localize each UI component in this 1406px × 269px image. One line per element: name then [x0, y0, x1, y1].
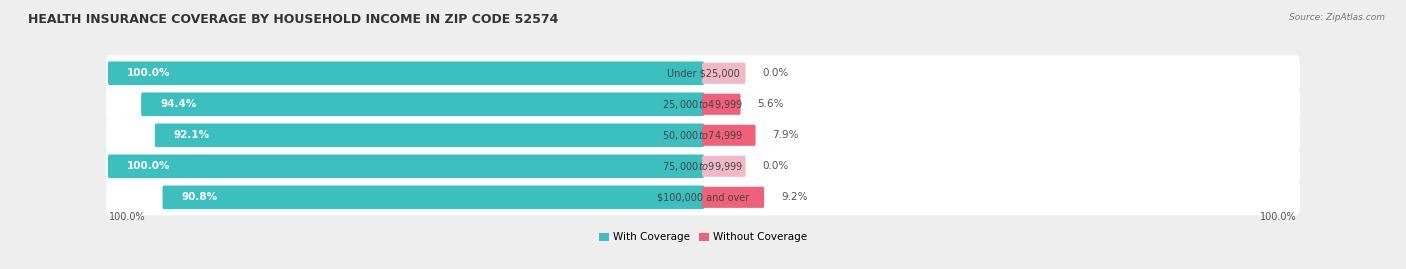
Text: 9.2%: 9.2%: [780, 192, 807, 202]
Text: 100.0%: 100.0%: [110, 213, 146, 222]
FancyBboxPatch shape: [702, 187, 763, 208]
Text: Source: ZipAtlas.com: Source: ZipAtlas.com: [1289, 13, 1385, 22]
Text: 0.0%: 0.0%: [762, 161, 789, 171]
FancyBboxPatch shape: [702, 63, 745, 84]
FancyBboxPatch shape: [105, 86, 1301, 122]
FancyBboxPatch shape: [702, 125, 755, 146]
Text: 100.0%: 100.0%: [127, 161, 170, 171]
Text: $50,000 to $74,999: $50,000 to $74,999: [662, 129, 744, 142]
FancyBboxPatch shape: [105, 148, 1301, 184]
FancyBboxPatch shape: [155, 123, 704, 147]
FancyBboxPatch shape: [163, 186, 704, 209]
FancyBboxPatch shape: [108, 154, 704, 178]
Text: 94.4%: 94.4%: [160, 99, 197, 109]
Text: $25,000 to $49,999: $25,000 to $49,999: [662, 98, 744, 111]
FancyBboxPatch shape: [105, 55, 1301, 91]
Text: $100,000 and over: $100,000 and over: [657, 192, 749, 202]
FancyBboxPatch shape: [105, 117, 1301, 153]
Text: $75,000 to $99,999: $75,000 to $99,999: [662, 160, 744, 173]
Text: HEALTH INSURANCE COVERAGE BY HOUSEHOLD INCOME IN ZIP CODE 52574: HEALTH INSURANCE COVERAGE BY HOUSEHOLD I…: [28, 13, 558, 26]
Text: 0.0%: 0.0%: [762, 68, 789, 78]
Text: Under $25,000: Under $25,000: [666, 68, 740, 78]
Text: 90.8%: 90.8%: [181, 192, 218, 202]
FancyBboxPatch shape: [141, 93, 704, 116]
Text: 92.1%: 92.1%: [174, 130, 209, 140]
Text: 7.9%: 7.9%: [772, 130, 799, 140]
Text: 100.0%: 100.0%: [1260, 213, 1296, 222]
Text: 5.6%: 5.6%: [758, 99, 785, 109]
FancyBboxPatch shape: [702, 94, 741, 115]
FancyBboxPatch shape: [702, 156, 745, 177]
Legend: With Coverage, Without Coverage: With Coverage, Without Coverage: [595, 228, 811, 246]
FancyBboxPatch shape: [105, 179, 1301, 215]
FancyBboxPatch shape: [108, 61, 704, 85]
Text: 100.0%: 100.0%: [127, 68, 170, 78]
